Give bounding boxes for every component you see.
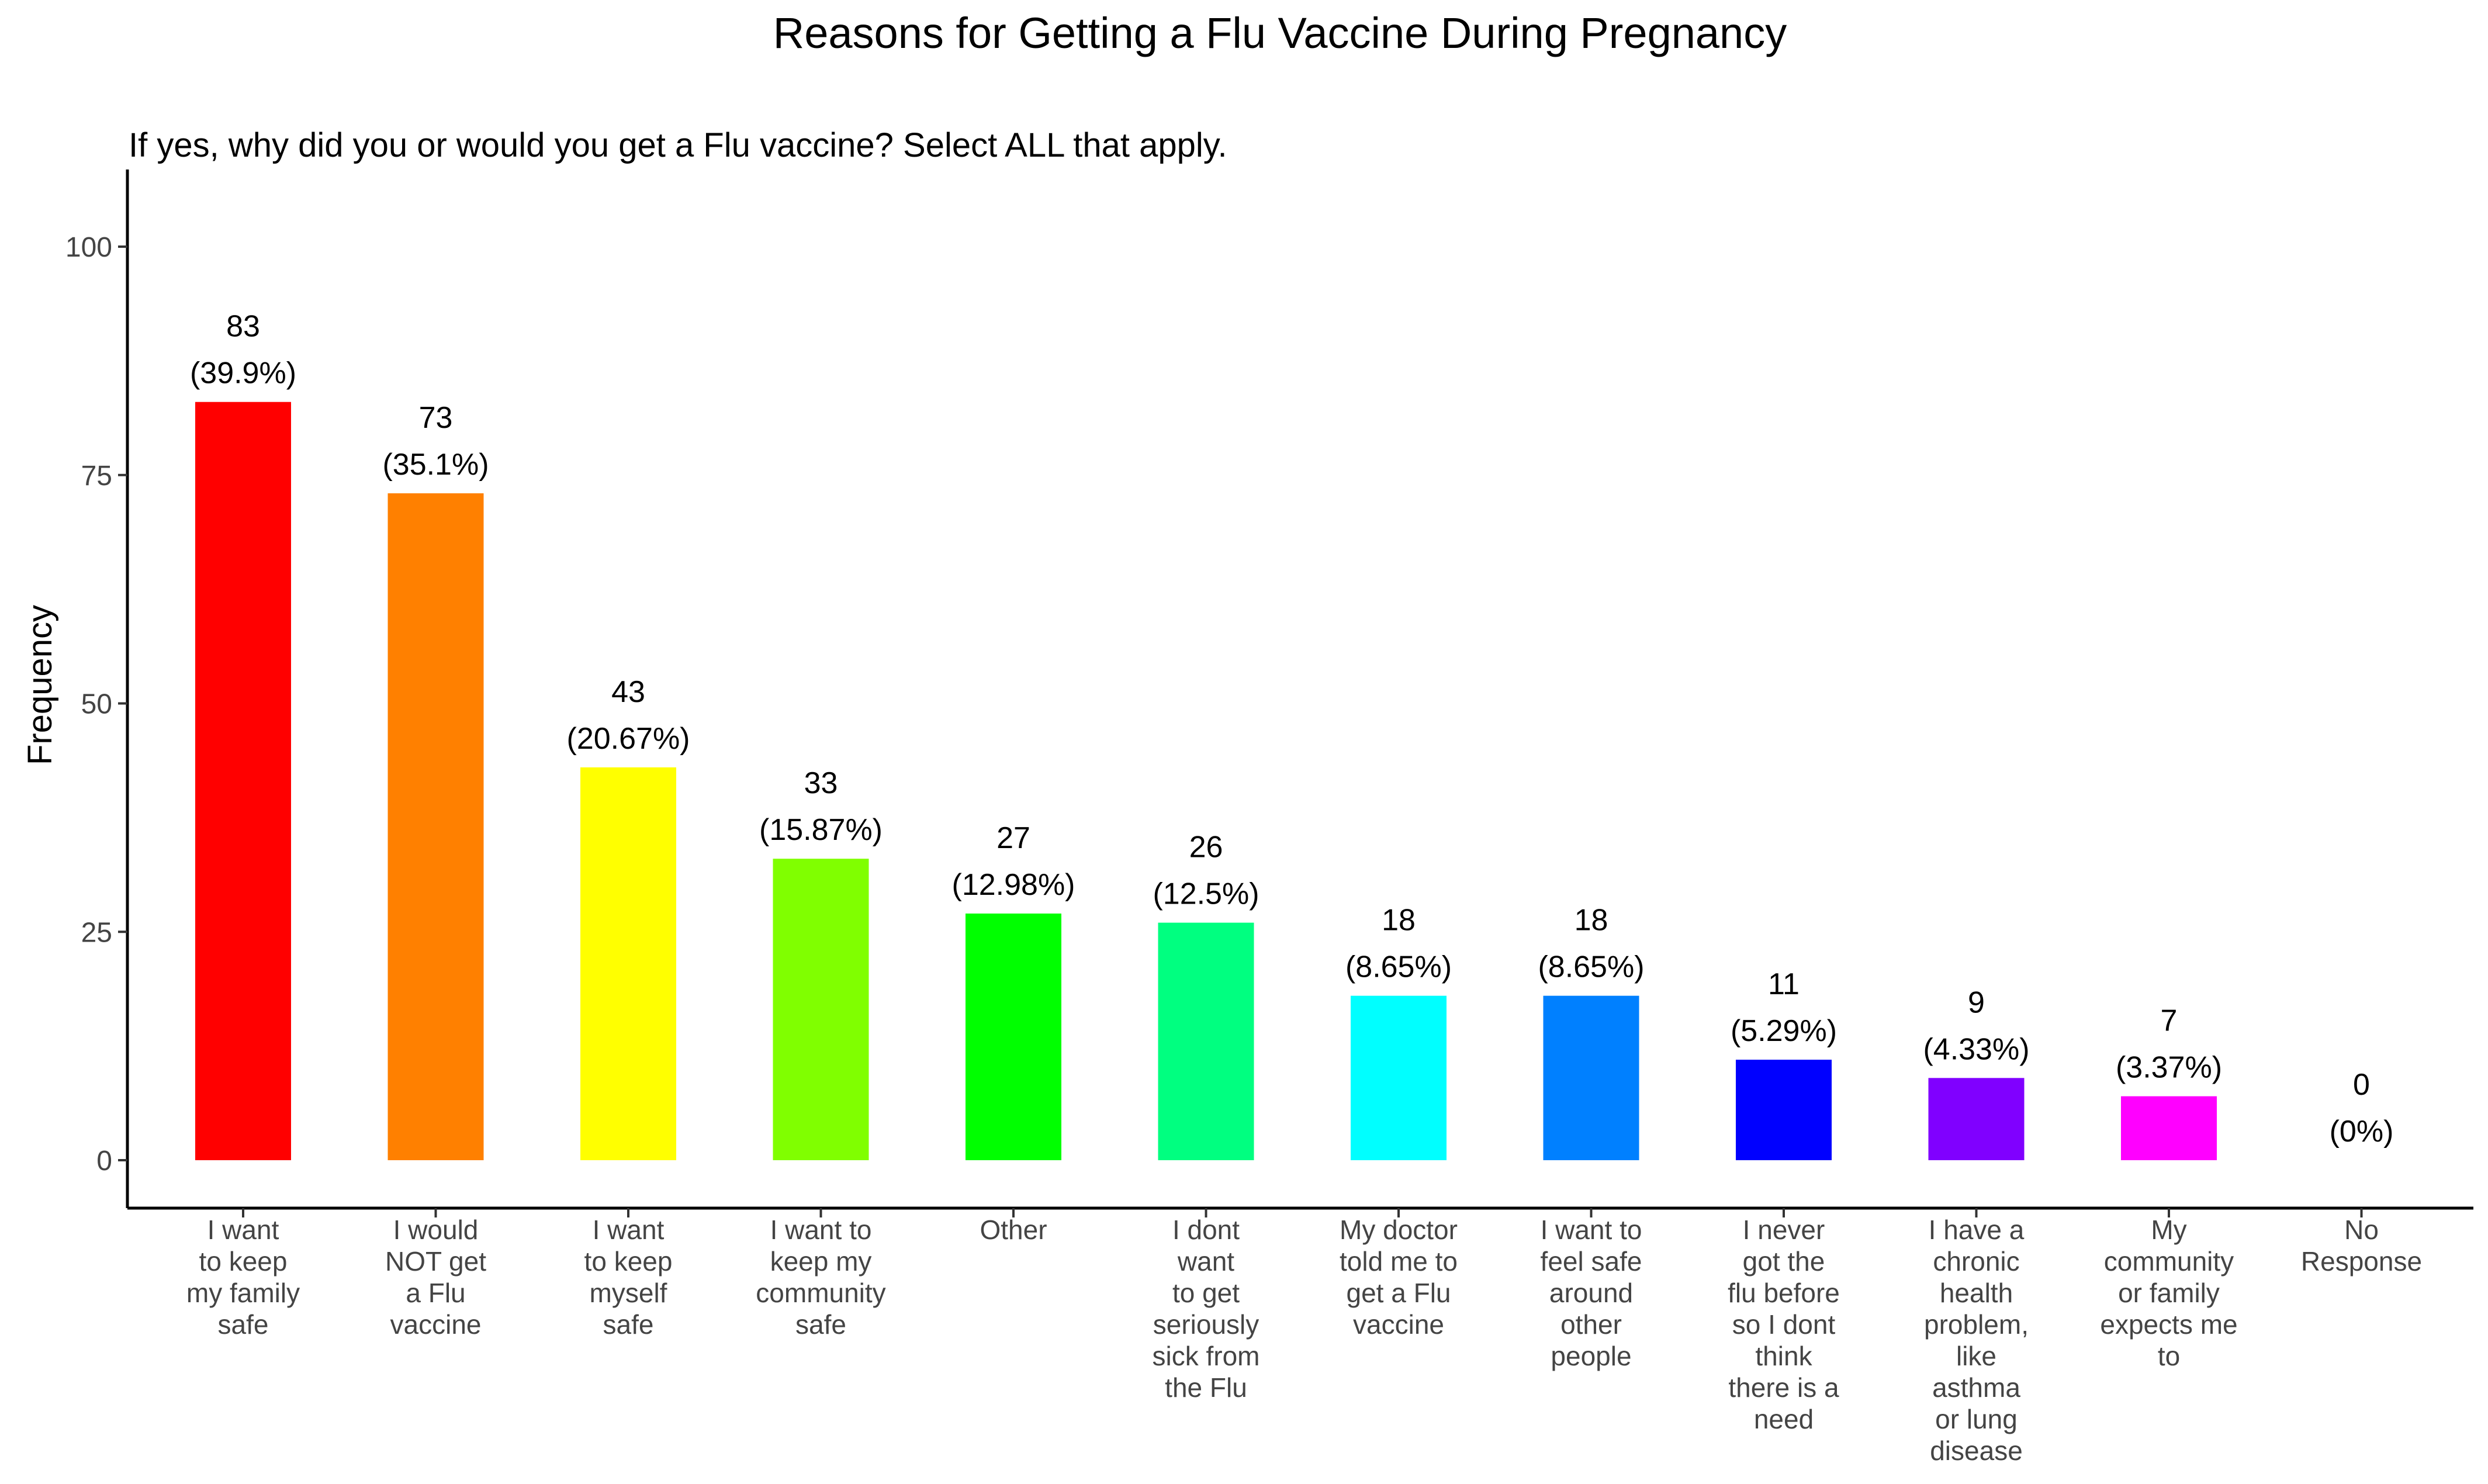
y-tick-label: 50	[81, 689, 112, 720]
bar-percent-label: (3.37%)	[2116, 1051, 2222, 1085]
bar-value-label: 26	[1189, 831, 1223, 864]
bar	[1158, 922, 1254, 1160]
bar	[2121, 1096, 2217, 1160]
bar	[966, 913, 1061, 1160]
x-tick-label: Other	[980, 1215, 1047, 1245]
bar-value-label: 83	[226, 310, 260, 344]
bar-value-label: 7	[2161, 1004, 2178, 1038]
bar-value-label: 43	[611, 675, 645, 709]
bar-percent-label: (39.9%)	[190, 357, 296, 390]
bar-percent-label: (12.98%)	[952, 868, 1075, 902]
bar	[1351, 995, 1447, 1160]
y-tick-label: 75	[81, 461, 112, 492]
bar-percent-label: (8.65%)	[1538, 950, 1644, 984]
bar	[580, 767, 676, 1160]
bars	[195, 402, 2217, 1161]
bar-value-label: 73	[419, 401, 453, 435]
bar-percent-label: (35.1%)	[382, 448, 489, 482]
bar-percent-label: (15.87%)	[759, 813, 883, 847]
bar-value-label: 18	[1575, 904, 1608, 938]
y-axis-title: Frequency	[21, 605, 59, 765]
x-tick-label: I never got the flu before so I dont think th…	[1728, 1215, 1840, 1434]
x-tick-label: I would NOT get a Flu vaccine	[385, 1215, 486, 1340]
bar-value-label: 27	[996, 821, 1030, 855]
bar-percent-label: (20.67%)	[567, 722, 690, 756]
bar-percent-label: (0%)	[2330, 1115, 2394, 1149]
x-tick-label: I want to keep my community safe	[756, 1215, 885, 1340]
y-tick-label: 0	[96, 1146, 112, 1177]
bar-value-label: 33	[804, 766, 838, 800]
x-tick-label: I have a chronic health problem, like asthma o…	[1924, 1215, 2029, 1466]
y-tick-label: 25	[81, 917, 112, 948]
y-axis-ticks: 0 25 50 75 100	[65, 232, 127, 1177]
x-tick-label: I want to keep myself safe	[584, 1215, 673, 1340]
x-tick-label: I want to feel safe around other people	[1541, 1215, 1642, 1371]
bar-value-label: 11	[1768, 967, 1800, 1001]
bar-percent-label: (4.33%)	[1923, 1032, 2029, 1066]
bar-percent-label: (12.5%)	[1153, 877, 1259, 911]
data-labels: 83 (39.9%) 73 (35.1%) 43 (20.67%) 33 (15.87%) 27…	[190, 310, 2393, 1149]
chart-title: Reasons for Getting a Flu Vaccine During…	[773, 9, 1787, 57]
bar	[773, 859, 869, 1160]
bar-value-label: 9	[1968, 985, 1985, 1019]
bar	[195, 402, 291, 1161]
chart-subtitle: If yes, why did you or would you get a F…	[129, 126, 1227, 164]
x-tick-label: I want to keep my family safe	[186, 1215, 300, 1340]
bar-percent-label: (5.29%)	[1731, 1014, 1837, 1048]
y-tick-label: 100	[65, 232, 112, 263]
bar	[1543, 995, 1639, 1160]
x-tick-label: My community or family expects me to	[2100, 1215, 2237, 1371]
bar-percent-label: (8.65%)	[1345, 950, 1452, 984]
bar	[387, 493, 484, 1160]
x-tick-label: I dont want to get seriously sick from the Fl…	[1153, 1215, 1260, 1403]
bar-value-label: 0	[2353, 1068, 2370, 1102]
bar	[1736, 1060, 1832, 1160]
x-tick-label: My doctor told me to get a Flu vaccine	[1340, 1215, 1458, 1340]
bar	[1928, 1078, 2025, 1160]
x-axis-tick-labels: I want to keep my family safe I would NOT get…	[186, 1208, 2422, 1466]
bar-value-label: 18	[1382, 904, 1416, 938]
x-tick-label: No Response	[2301, 1215, 2422, 1277]
